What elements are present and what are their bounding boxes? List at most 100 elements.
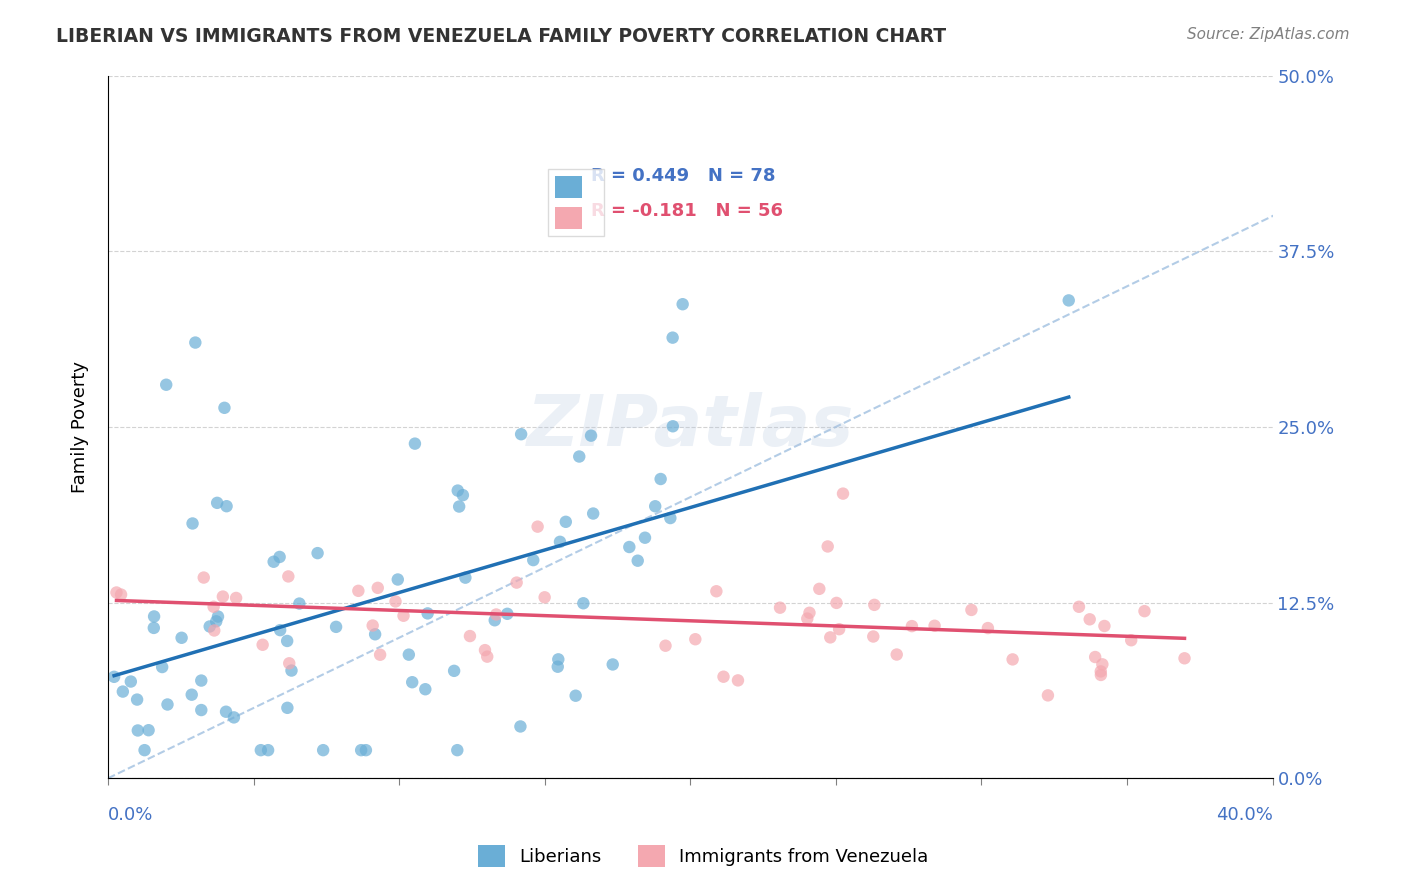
Immigrants from Venezuela bbox=[977, 621, 1000, 635]
Liberians bbox=[662, 419, 685, 434]
Immigrants from Venezuela bbox=[1090, 665, 1112, 679]
Immigrants from Venezuela bbox=[347, 583, 370, 598]
Liberians bbox=[522, 553, 544, 567]
Liberians bbox=[190, 703, 212, 717]
Immigrants from Venezuela bbox=[368, 648, 391, 662]
Liberians bbox=[263, 555, 285, 569]
Liberians bbox=[404, 436, 426, 450]
Liberians bbox=[547, 659, 569, 673]
Liberians bbox=[150, 660, 173, 674]
Immigrants from Venezuela bbox=[384, 594, 406, 608]
Text: 40.0%: 40.0% bbox=[1216, 806, 1272, 824]
Legend: Liberians, Immigrants from Venezuela: Liberians, Immigrants from Venezuela bbox=[471, 838, 935, 874]
Immigrants from Venezuela bbox=[685, 632, 707, 647]
Liberians bbox=[138, 723, 160, 738]
Immigrants from Venezuela bbox=[193, 570, 215, 584]
Liberians bbox=[111, 684, 134, 698]
Immigrants from Venezuela bbox=[392, 608, 415, 623]
Liberians bbox=[325, 620, 347, 634]
Liberians bbox=[312, 743, 335, 757]
Legend: , : , bbox=[548, 169, 603, 236]
Liberians bbox=[143, 609, 166, 624]
Immigrants from Venezuela bbox=[924, 619, 946, 633]
Immigrants from Venezuela bbox=[769, 600, 792, 615]
Immigrants from Venezuela bbox=[1036, 689, 1059, 703]
Liberians bbox=[215, 499, 238, 513]
Immigrants from Venezuela bbox=[706, 584, 728, 599]
Immigrants from Venezuela bbox=[901, 619, 924, 633]
Immigrants from Venezuela bbox=[252, 638, 274, 652]
Liberians bbox=[572, 596, 595, 610]
Liberians bbox=[401, 675, 423, 690]
Y-axis label: Family Poverty: Family Poverty bbox=[72, 361, 89, 493]
Liberians bbox=[156, 698, 179, 712]
Immigrants from Venezuela bbox=[960, 603, 983, 617]
Immigrants from Venezuela bbox=[820, 631, 842, 645]
Liberians bbox=[672, 297, 695, 311]
Liberians bbox=[155, 377, 177, 392]
Liberians bbox=[280, 664, 302, 678]
Liberians bbox=[269, 549, 291, 564]
Immigrants from Venezuela bbox=[110, 588, 132, 602]
Immigrants from Venezuela bbox=[727, 673, 749, 688]
Liberians bbox=[180, 688, 202, 702]
Immigrants from Venezuela bbox=[862, 630, 884, 644]
Liberians bbox=[257, 743, 280, 757]
Immigrants from Venezuela bbox=[808, 582, 831, 596]
Liberians bbox=[354, 743, 377, 757]
Liberians bbox=[446, 743, 468, 757]
Immigrants from Venezuela bbox=[1084, 650, 1107, 665]
Immigrants from Venezuela bbox=[828, 622, 851, 636]
Immigrants from Venezuela bbox=[477, 649, 499, 664]
Liberians bbox=[650, 472, 672, 486]
Text: 0.0%: 0.0% bbox=[108, 806, 153, 824]
Liberians bbox=[307, 546, 329, 560]
Liberians bbox=[454, 571, 477, 585]
Immigrants from Venezuela bbox=[1133, 604, 1156, 618]
Immigrants from Venezuela bbox=[474, 643, 496, 657]
Liberians bbox=[215, 705, 238, 719]
Immigrants from Venezuela bbox=[212, 590, 235, 604]
Liberians bbox=[509, 719, 531, 733]
Immigrants from Venezuela bbox=[796, 611, 818, 625]
Liberians bbox=[387, 573, 409, 587]
Liberians bbox=[510, 427, 533, 442]
Immigrants from Venezuela bbox=[1078, 612, 1101, 626]
Immigrants from Venezuela bbox=[832, 486, 855, 500]
Immigrants from Venezuela bbox=[361, 618, 384, 632]
Liberians bbox=[103, 670, 125, 684]
Immigrants from Venezuela bbox=[863, 598, 886, 612]
Liberians bbox=[659, 511, 682, 525]
Liberians bbox=[269, 623, 291, 637]
Liberians bbox=[451, 488, 474, 502]
Text: R = 0.449   N = 78: R = 0.449 N = 78 bbox=[592, 167, 776, 185]
Liberians bbox=[205, 496, 228, 510]
Text: ZIPatlas: ZIPatlas bbox=[527, 392, 853, 461]
Text: LIBERIAN VS IMMIGRANTS FROM VENEZUELA FAMILY POVERTY CORRELATION CHART: LIBERIAN VS IMMIGRANTS FROM VENEZUELA FA… bbox=[56, 27, 946, 45]
Liberians bbox=[447, 483, 470, 498]
Liberians bbox=[644, 500, 666, 514]
Immigrants from Venezuela bbox=[825, 596, 848, 610]
Immigrants from Venezuela bbox=[202, 624, 225, 638]
Immigrants from Venezuela bbox=[1090, 668, 1112, 682]
Immigrants from Venezuela bbox=[202, 599, 225, 614]
Liberians bbox=[602, 657, 624, 672]
Liberians bbox=[198, 619, 221, 633]
Liberians bbox=[627, 554, 650, 568]
Immigrants from Venezuela bbox=[367, 581, 389, 595]
Immigrants from Venezuela bbox=[1067, 599, 1090, 614]
Liberians bbox=[554, 515, 576, 529]
Liberians bbox=[496, 607, 519, 621]
Liberians bbox=[548, 534, 571, 549]
Liberians bbox=[416, 607, 439, 621]
Liberians bbox=[449, 500, 471, 514]
Liberians bbox=[250, 743, 273, 757]
Liberians bbox=[222, 710, 245, 724]
Liberians bbox=[276, 634, 298, 648]
Immigrants from Venezuela bbox=[277, 569, 299, 583]
Liberians bbox=[661, 331, 683, 345]
Immigrants from Venezuela bbox=[1173, 651, 1195, 665]
Text: Source: ZipAtlas.com: Source: ZipAtlas.com bbox=[1187, 27, 1350, 42]
Liberians bbox=[398, 648, 420, 662]
Liberians bbox=[619, 540, 641, 554]
